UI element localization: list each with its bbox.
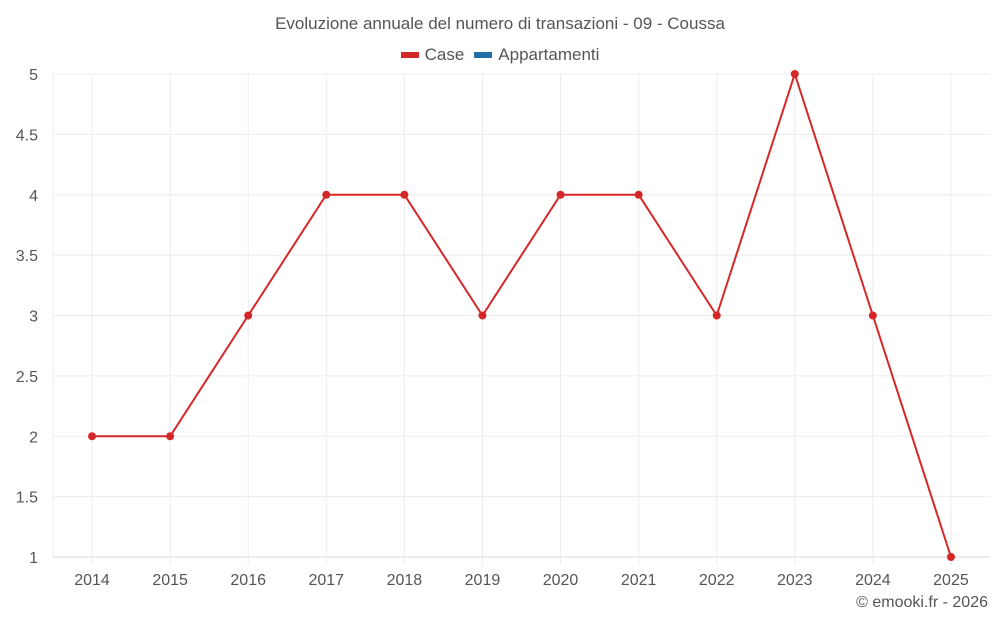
x-tick-label: 2023 xyxy=(777,572,813,589)
x-tick-label: 2019 xyxy=(465,572,501,589)
y-tick-label: 3 xyxy=(29,309,38,326)
data-point[interactable] xyxy=(790,70,799,78)
legend-label-appartamenti: Appartamenti xyxy=(498,45,600,64)
x-tick-label: 2020 xyxy=(543,572,579,589)
legend-item-case[interactable]: Case xyxy=(400,45,465,65)
y-tick-label: 4 xyxy=(29,188,38,205)
x-tick-label: 2016 xyxy=(230,572,266,589)
y-tick-label: 1.5 xyxy=(16,490,38,507)
y-tick-label: 5 xyxy=(29,67,38,84)
x-tick-label: 2017 xyxy=(308,572,344,589)
y-tick-label: 2.5 xyxy=(16,369,38,386)
axes: 1 1.5 2 2.5 3 3.5 4 4.5 5 2014 2015 2016 2017 2018 201… xyxy=(16,67,969,589)
x-tick-label: 2025 xyxy=(933,572,969,589)
data-point[interactable] xyxy=(634,190,643,199)
x-tick-label: 2021 xyxy=(621,572,657,589)
x-tick-label: 2022 xyxy=(699,572,735,589)
data-point[interactable] xyxy=(712,311,721,320)
data-point[interactable] xyxy=(244,311,253,320)
y-tick-label: 2 xyxy=(29,429,38,446)
credit-text: © emooki.fr - 2026 xyxy=(856,594,988,611)
data-point[interactable] xyxy=(166,432,175,441)
data-point[interactable] xyxy=(556,190,565,199)
legend-swatch-appartamenti xyxy=(474,52,493,58)
data-point[interactable] xyxy=(88,432,97,441)
x-tick-label: 2015 xyxy=(152,572,188,589)
data-point[interactable] xyxy=(946,553,955,561)
data-point[interactable] xyxy=(478,311,487,320)
legend-swatch-case xyxy=(400,52,419,58)
series-case xyxy=(88,70,955,561)
legend-item-appartamenti[interactable]: Appartamenti xyxy=(474,45,599,65)
data-point[interactable] xyxy=(868,311,877,320)
y-tick-label: 1 xyxy=(29,550,38,567)
legend-label-case: Case xyxy=(424,45,465,64)
grid-lines xyxy=(52,73,990,565)
legend: Case Appartamenti xyxy=(0,45,1000,65)
chart-title: Evoluzione annuale del numero di transaz… xyxy=(275,14,725,33)
data-point[interactable] xyxy=(322,190,331,199)
y-tick-label: 4.5 xyxy=(16,127,38,144)
y-tick-label: 3.5 xyxy=(16,248,38,265)
x-tick-label: 2014 xyxy=(74,572,110,589)
x-tick-label: 2018 xyxy=(387,572,423,589)
x-tick-label: 2024 xyxy=(855,572,891,589)
data-point[interactable] xyxy=(400,190,409,199)
